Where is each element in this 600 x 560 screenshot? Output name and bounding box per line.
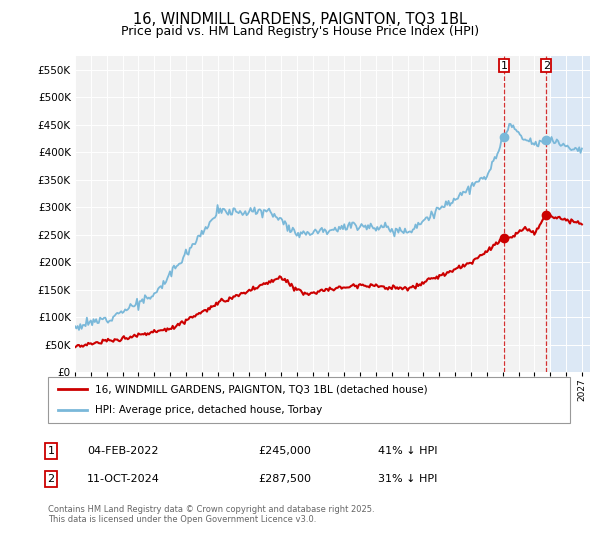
Text: £287,500: £287,500 (258, 474, 311, 484)
Text: 1: 1 (47, 446, 55, 456)
Text: £245,000: £245,000 (258, 446, 311, 456)
Text: Contains HM Land Registry data © Crown copyright and database right 2025.: Contains HM Land Registry data © Crown c… (48, 505, 374, 514)
Text: 11-OCT-2024: 11-OCT-2024 (87, 474, 160, 484)
Text: 2: 2 (47, 474, 55, 484)
Text: 16, WINDMILL GARDENS, PAIGNTON, TQ3 1BL: 16, WINDMILL GARDENS, PAIGNTON, TQ3 1BL (133, 12, 467, 27)
Text: 41% ↓ HPI: 41% ↓ HPI (378, 446, 437, 456)
Text: 04-FEB-2022: 04-FEB-2022 (87, 446, 158, 456)
Text: HPI: Average price, detached house, Torbay: HPI: Average price, detached house, Torb… (95, 405, 322, 416)
Bar (550, 56, 590, 372)
Text: 31% ↓ HPI: 31% ↓ HPI (378, 474, 437, 484)
Text: Price paid vs. HM Land Registry's House Price Index (HPI): Price paid vs. HM Land Registry's House … (121, 25, 479, 38)
FancyBboxPatch shape (48, 377, 570, 423)
Text: 2: 2 (542, 60, 550, 71)
Text: 16, WINDMILL GARDENS, PAIGNTON, TQ3 1BL (detached house): 16, WINDMILL GARDENS, PAIGNTON, TQ3 1BL … (95, 384, 428, 394)
Text: This data is licensed under the Open Government Licence v3.0.: This data is licensed under the Open Gov… (48, 515, 316, 524)
Text: 1: 1 (500, 60, 508, 71)
